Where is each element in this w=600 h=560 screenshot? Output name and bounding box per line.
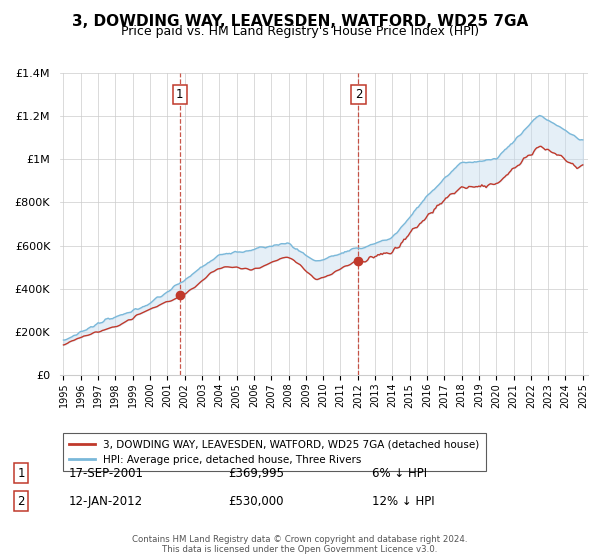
Text: 1: 1: [17, 466, 25, 480]
Text: 17-SEP-2001: 17-SEP-2001: [69, 466, 144, 480]
Text: 2: 2: [17, 494, 25, 508]
Text: £369,995: £369,995: [228, 466, 284, 480]
Text: 3, DOWDING WAY, LEAVESDEN, WATFORD, WD25 7GA: 3, DOWDING WAY, LEAVESDEN, WATFORD, WD25…: [72, 14, 528, 29]
Text: £530,000: £530,000: [228, 494, 284, 508]
Text: 12-JAN-2012: 12-JAN-2012: [69, 494, 143, 508]
Text: Contains HM Land Registry data © Crown copyright and database right 2024.
This d: Contains HM Land Registry data © Crown c…: [132, 535, 468, 554]
Text: 1: 1: [176, 88, 184, 101]
Text: 12% ↓ HPI: 12% ↓ HPI: [372, 494, 434, 508]
Text: 2: 2: [355, 88, 362, 101]
Legend: 3, DOWDING WAY, LEAVESDEN, WATFORD, WD25 7GA (detached house), HPI: Average pric: 3, DOWDING WAY, LEAVESDEN, WATFORD, WD25…: [62, 433, 485, 471]
Text: 6% ↓ HPI: 6% ↓ HPI: [372, 466, 427, 480]
Text: Price paid vs. HM Land Registry's House Price Index (HPI): Price paid vs. HM Land Registry's House …: [121, 25, 479, 38]
